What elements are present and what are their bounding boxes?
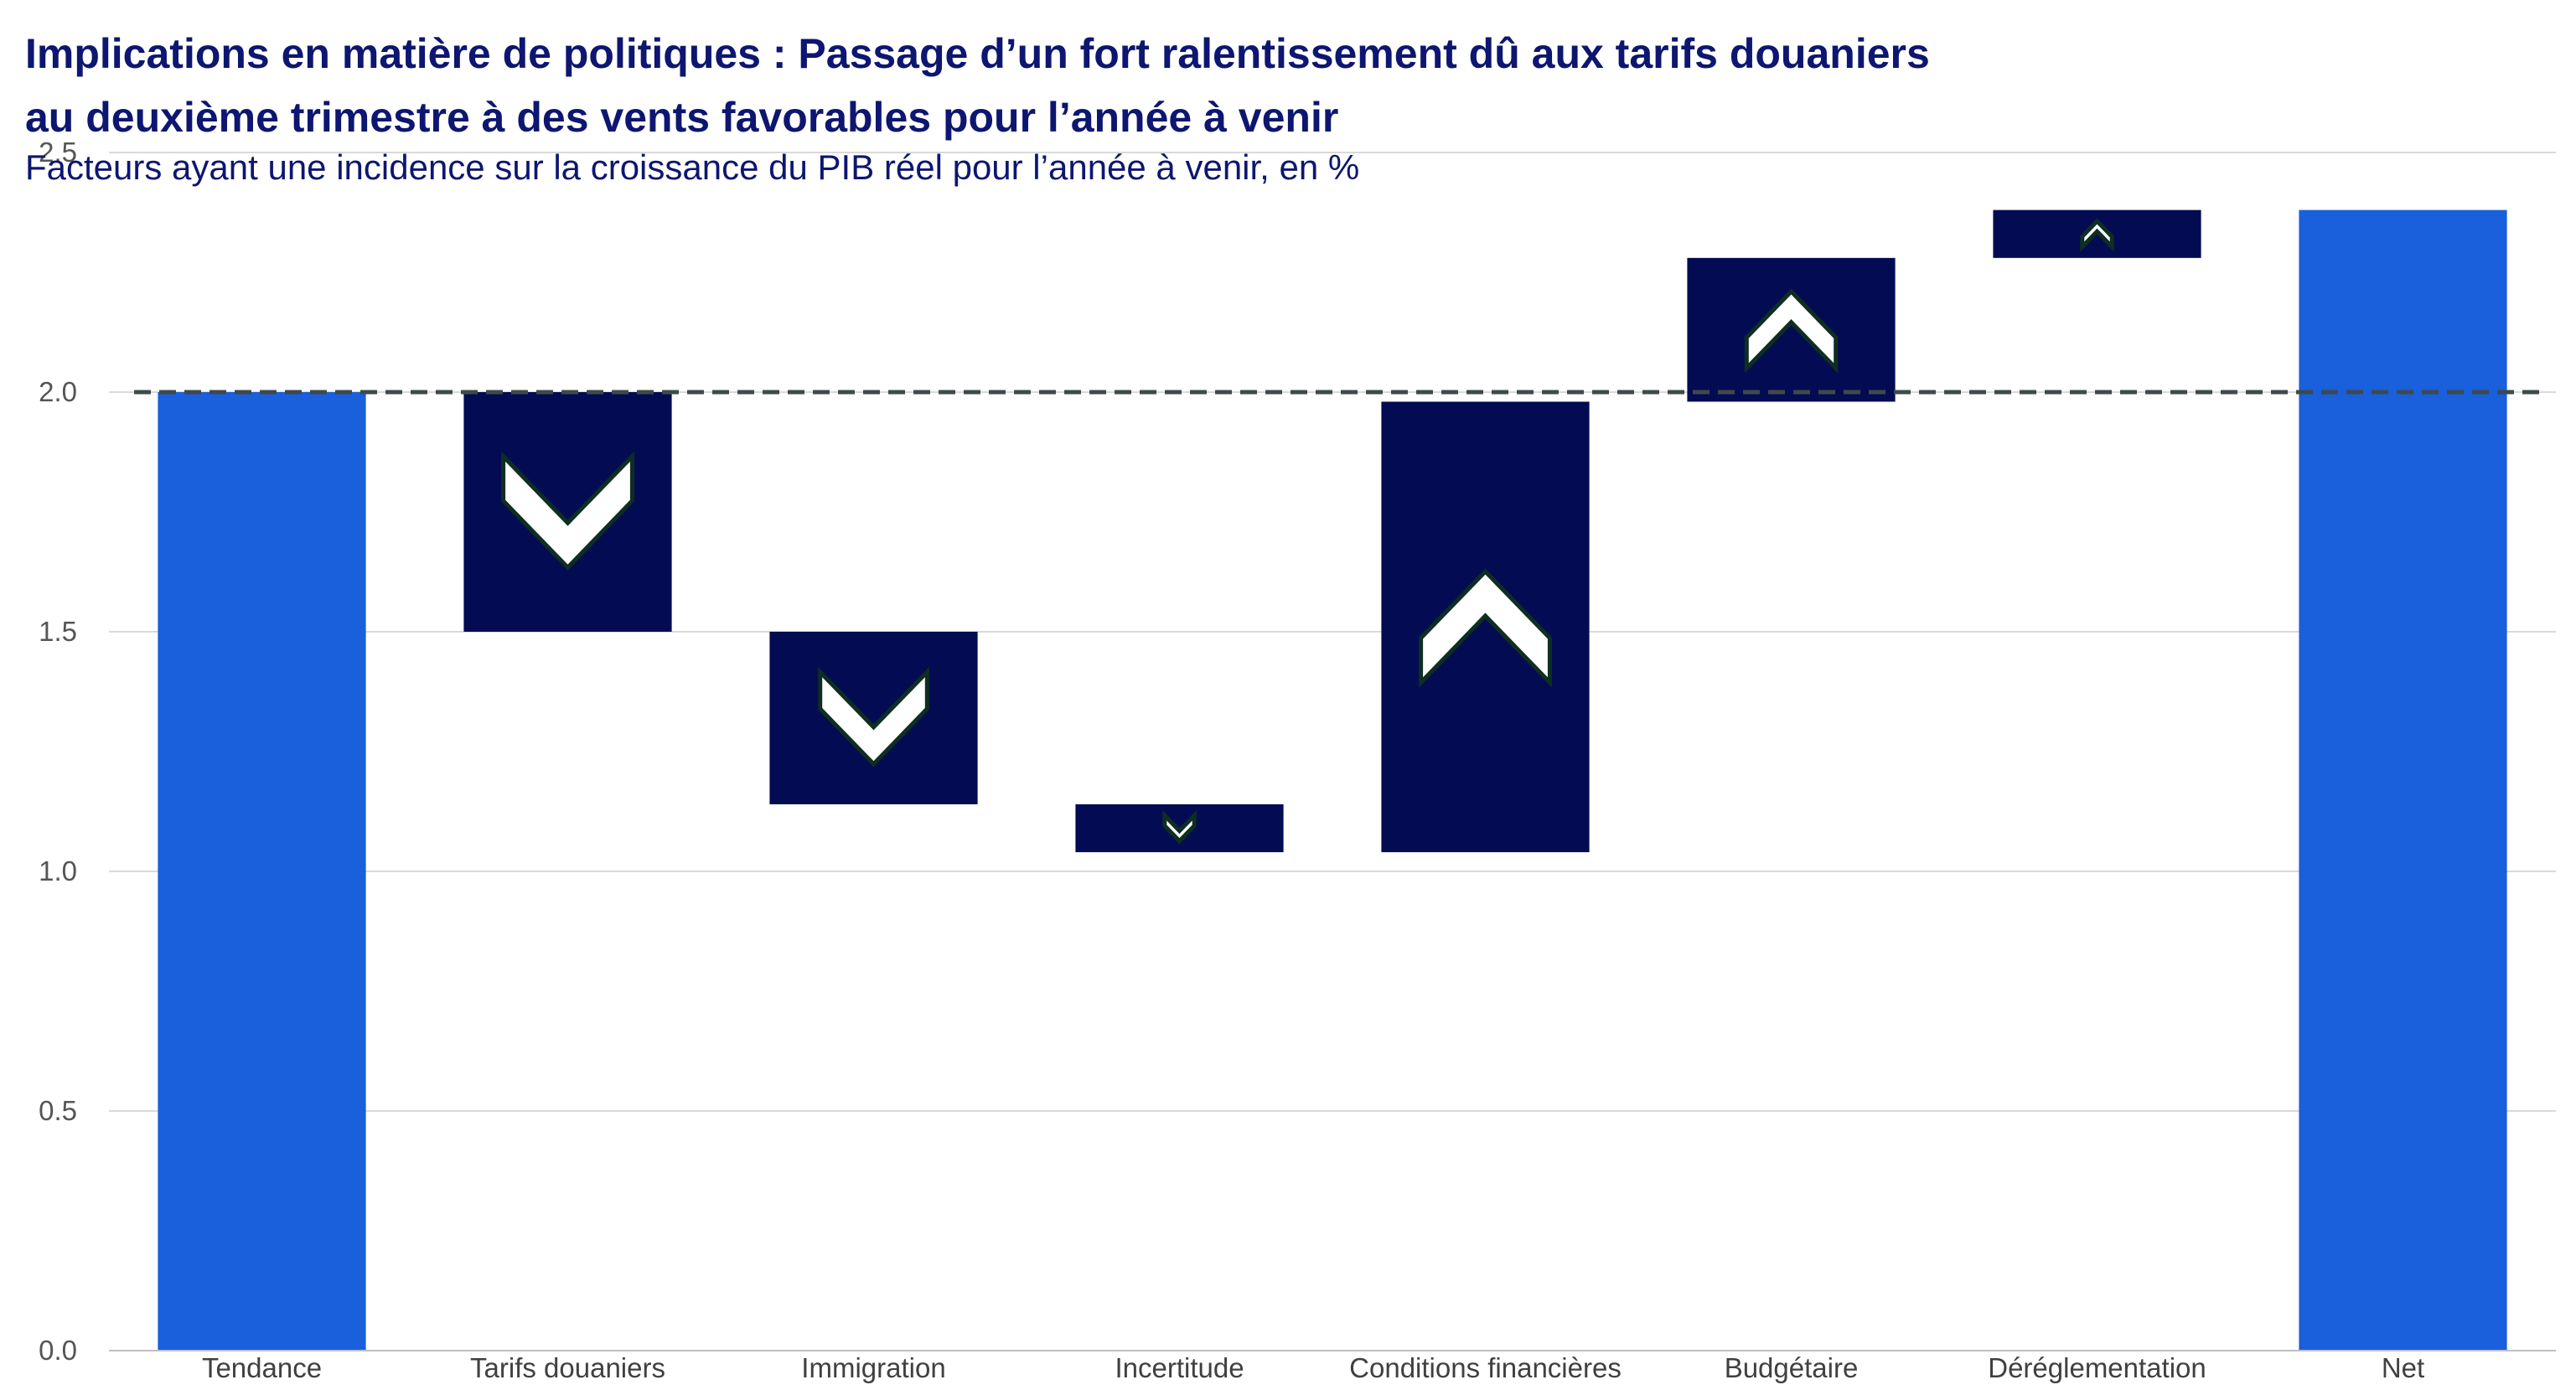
- bar-immigration: [769, 632, 978, 804]
- bar-tarifs-douaniers: [463, 392, 672, 632]
- x-category-label: Budgétaire: [1725, 1352, 1859, 1383]
- y-tick-label: 0.0: [39, 1335, 77, 1366]
- x-category-label: Conditions financières: [1349, 1352, 1622, 1383]
- chart-title: Implications en matière de politiques : …: [25, 22, 2204, 149]
- x-category-label: Déréglementation: [1988, 1352, 2206, 1383]
- x-category-label: Tendance: [202, 1352, 322, 1383]
- arrows: [501, 218, 2114, 845]
- chevron-up-icon: [2080, 218, 2114, 252]
- y-tick-label: 2.0: [39, 376, 77, 407]
- chevron-up-icon: [1419, 568, 1552, 688]
- chevron-down-icon: [1162, 810, 1197, 845]
- x-category-label: Immigration: [801, 1352, 945, 1383]
- chevron-up-icon: [1744, 288, 1839, 374]
- y-tick-label: 0.5: [39, 1095, 77, 1126]
- chart-subtitle: Facteurs ayant une incidence sur la croi…: [25, 147, 1360, 187]
- bars: [158, 209, 2507, 1351]
- y-tick-label: 1.5: [39, 616, 77, 647]
- x-category-label: Tarifs douaniers: [470, 1352, 665, 1383]
- chevron-down-icon: [501, 451, 634, 571]
- bar-net: [2299, 209, 2507, 1351]
- chevron-down-icon: [818, 666, 929, 767]
- x-category-label: Incertitude: [1115, 1352, 1244, 1383]
- bar-budg-taire: [1687, 257, 1896, 402]
- axes: 0.0 0.5 1.0 1.5 2.0 2.5 Tendance Tarifs douanie…: [39, 137, 2556, 1383]
- x-category-label: Net: [2382, 1352, 2424, 1383]
- chart-title-line-2: au deuxième trimestre à des vents favora…: [25, 94, 1339, 141]
- bar-conditions-financi-res: [1381, 401, 1590, 853]
- y-tick-label: 1.0: [39, 855, 77, 886]
- chart-title-line-1: Implications en matière de politiques : …: [25, 30, 1930, 77]
- y-tick-label: 2.5: [39, 137, 77, 168]
- bar-tendance: [158, 392, 366, 1351]
